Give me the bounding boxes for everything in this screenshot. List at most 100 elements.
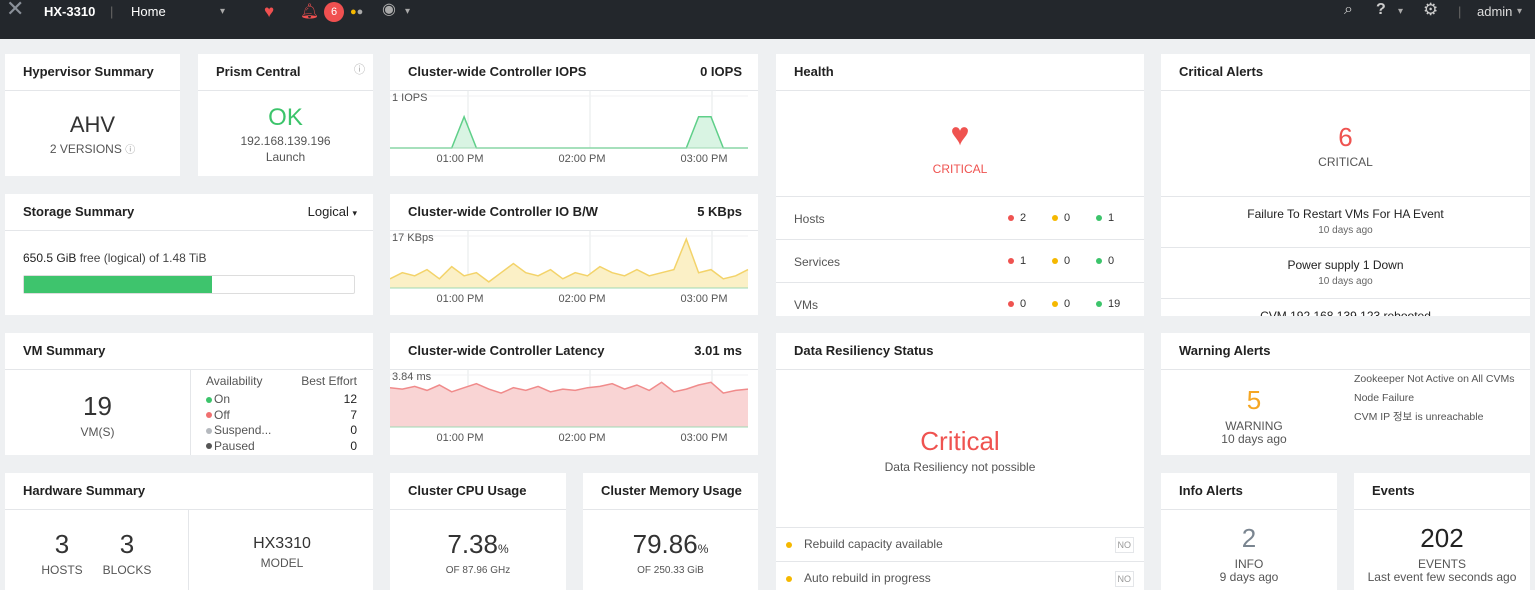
y-tick-label: 3.84 ms (392, 371, 432, 383)
info-icon[interactable]: ⓘ (125, 145, 136, 156)
user-menu[interactable]: admin (1477, 4, 1513, 19)
hypervisor-widget[interactable]: Hypervisor Summary AHV 2 VERSIONS ⓘ (5, 54, 180, 176)
help-caret[interactable]: ▾ (1398, 6, 1404, 17)
status-count: 0 (1052, 255, 1070, 267)
divider (1161, 247, 1530, 248)
alert-text: Power supply 1 Down (1287, 258, 1404, 272)
status-dot (1008, 258, 1014, 265)
status-dot (1096, 258, 1102, 265)
hosts-count: 3 (54, 529, 70, 559)
events-time: Last event few seconds ago (1367, 570, 1517, 584)
tasks-icon[interactable]: ◉ (382, 1, 396, 18)
widget-title: VM Summary (5, 333, 373, 370)
area (390, 382, 748, 427)
health-icon[interactable]: ♥ (264, 2, 275, 21)
memory-value: 79.86 (632, 529, 698, 559)
prism-widget[interactable]: Prism Central ⓘ OK 192.168.139.196 Launc… (198, 54, 373, 176)
vm-row-value: 0 (350, 423, 357, 437)
latency-widget[interactable]: Cluster-wide Controller Latency 3.01 ms 0… (390, 333, 758, 455)
x-tick-label: 01:00 PM (436, 432, 483, 444)
settings-icon[interactable]: ⚙ (1423, 0, 1439, 19)
storage-text: 650.5 GiB free (logical) of 1.48 TiB (23, 251, 206, 265)
label: Paused (214, 438, 255, 453)
x-tick-label: 02:00 PM (558, 153, 605, 165)
current-value: 5 KBps (697, 204, 742, 219)
info-label: INFO (1234, 557, 1264, 571)
events-label: EVENTS (1417, 557, 1466, 571)
vm-row-value: 12 (343, 392, 357, 406)
status-count: 0 (1052, 212, 1070, 224)
search-icon[interactable]: ⌕ (1344, 1, 1353, 18)
prism-launch[interactable]: Launch (265, 150, 306, 164)
row-value: NO (1114, 537, 1134, 553)
warning-count: 5 (1246, 385, 1262, 415)
resiliency-subtitle: Data Resiliency not possible (884, 460, 1036, 474)
widget-title: Warning Alerts (1161, 333, 1530, 370)
cpu-widget[interactable]: Cluster CPU Usage 7.38% OF 87.96 GHz (390, 473, 566, 590)
caret[interactable]: ▾ (352, 208, 357, 218)
alert-text: Failure To Restart VMs For HA Event (1247, 207, 1444, 221)
user-caret[interactable]: ▾ (1517, 6, 1523, 17)
title-text: Cluster-wide Controller IO B/W (408, 204, 598, 219)
warning-alerts-widget[interactable]: Warning Alerts 5 WARNING 10 days ago Zoo… (1161, 333, 1530, 455)
widget-title: Cluster-wide Controller IO B/W 5 KBps (390, 194, 758, 231)
alert-badge[interactable]: 6 (324, 2, 344, 22)
cluster-name: HX-3310 (44, 4, 96, 19)
tasks-caret[interactable]: ▾ (405, 6, 411, 17)
title-text: Cluster-wide Controller IOPS (408, 64, 587, 79)
events-widget[interactable]: Events 202 EVENTS Last event few seconds… (1354, 473, 1530, 590)
critical-label: CRITICAL (1318, 155, 1373, 169)
alert-icon[interactable]: 🔔︎ (300, 3, 320, 20)
count: 0 (1064, 298, 1071, 310)
storage-mode[interactable]: Logical ▾ (308, 194, 357, 231)
hardware-widget[interactable]: Hardware Summary 3 HOSTS 3 BLOCKS HX3310… (5, 473, 373, 590)
info-alerts-widget[interactable]: Info Alerts 2 INFO 9 days ago (1161, 473, 1337, 590)
resiliency-widget[interactable]: Data Resiliency Status Critical Data Res… (776, 333, 1144, 590)
area (390, 116, 748, 148)
help-icon[interactable]: ⓘ (354, 64, 365, 76)
widget-title: Health (776, 54, 1144, 91)
blocks-count: 3 (119, 529, 135, 559)
storage-widget[interactable]: Storage Summary Logical ▾ 650.5 GiB free … (5, 194, 373, 315)
status-dot (206, 412, 212, 419)
widget-title: Cluster-wide Controller Latency 3.01 ms (390, 333, 758, 370)
storage-bar-track (23, 275, 355, 294)
divider (776, 282, 1144, 283)
info-time: 9 days ago (1219, 570, 1279, 584)
widget-title: Cluster Memory Usage (583, 473, 758, 510)
count: 0 (1020, 298, 1027, 310)
label: Suspend... (214, 423, 272, 437)
count: 0 (1064, 255, 1071, 267)
status-dot (1008, 301, 1014, 308)
widget-title: Cluster CPU Usage (390, 473, 566, 510)
vm-row-label: Suspend... (206, 423, 271, 437)
memory-usage: 79.86% (583, 529, 758, 560)
top-bar: ✕ HX-3310 | Home ▾ ♥ 🔔︎ 6 ●● ◉ ▾ ⌕ ? ▾ ⚙… (0, 0, 1535, 39)
warning-items: Zookeeper Not Active on All CVMs Node Fai… (1354, 373, 1515, 430)
status-dot (1052, 215, 1058, 222)
storage-free: 650.5 GiB (23, 251, 77, 265)
title-text: Storage Summary (23, 204, 135, 219)
critical-alerts-widget[interactable]: Critical Alerts 6 CRITICAL Failure To Re… (1161, 54, 1530, 316)
count: 1 (1020, 255, 1027, 267)
widget-title: Events (1354, 473, 1530, 510)
x-tick-label: 02:00 PM (558, 293, 605, 305)
events-count: 202 (1420, 523, 1464, 553)
bandwidth-widget[interactable]: Cluster-wide Controller IO B/W 5 KBps 01:… (390, 194, 758, 315)
menu-caret[interactable]: ▾ (220, 6, 226, 17)
logo[interactable]: ✕ (6, 0, 25, 21)
help-icon[interactable]: ? (1376, 1, 1386, 18)
health-widget[interactable]: Health ♥ CRITICAL Hosts 2 0 1 Services 1 0 0 VMs… (776, 54, 1144, 316)
divider (776, 196, 1144, 197)
memory-widget[interactable]: Cluster Memory Usage 79.86% OF 250.33 Gi… (583, 473, 758, 590)
storage-free-text: free (logical) of (79, 251, 160, 265)
vm-widget[interactable]: VM Summary 19 VM(S) Availability Best Ef… (5, 333, 373, 455)
label: Off (214, 407, 230, 422)
mode-text[interactable]: Logical (307, 204, 349, 219)
iops-widget[interactable]: Cluster-wide Controller IOPS 0 IOPS 01:00… (390, 54, 758, 176)
cpu-of: OF 87.96 GHz (445, 565, 511, 576)
menu[interactable]: Home (131, 4, 166, 19)
status-count: 1 (1008, 255, 1026, 267)
vm-row-label: Paused (206, 439, 255, 453)
status-count: 0 (1052, 298, 1070, 310)
